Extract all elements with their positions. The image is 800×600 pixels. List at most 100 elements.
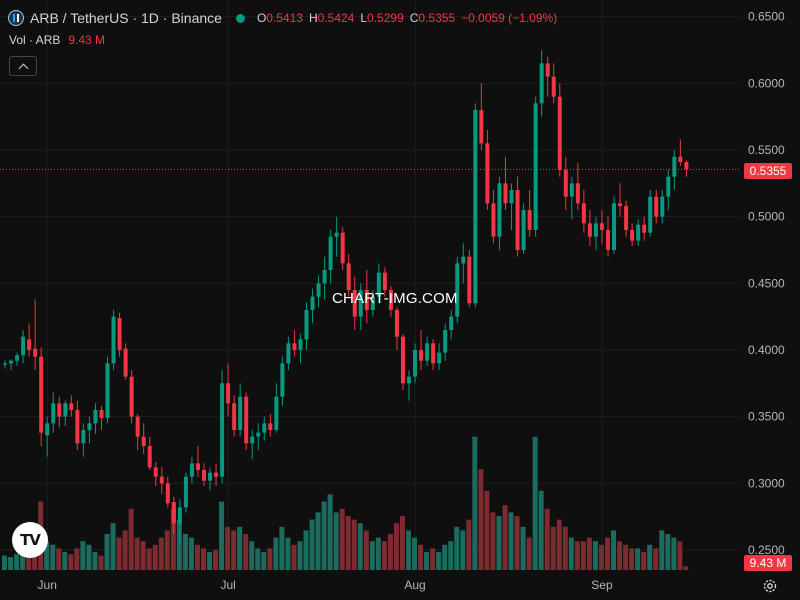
candle-body xyxy=(569,183,574,197)
candle-body xyxy=(388,290,393,310)
price-tick-label: 0.3000 xyxy=(748,476,785,490)
volume-bar xyxy=(327,494,333,570)
candle-body xyxy=(461,256,466,264)
volume-bar xyxy=(98,555,104,570)
volume-label[interactable]: Vol · ARB xyxy=(9,33,61,47)
candle-body xyxy=(105,363,110,418)
candle-body xyxy=(413,350,418,377)
volume-bar xyxy=(629,548,635,570)
candle-body xyxy=(39,356,44,433)
volume-bar xyxy=(460,530,466,570)
candle-body xyxy=(455,263,460,317)
candle-body xyxy=(370,296,375,310)
volume-bar xyxy=(110,523,116,570)
candle-body xyxy=(111,316,116,364)
ohlc-values: O0.5413 H0.5424 L0.5299 C0.5355 −0.0059 … xyxy=(257,11,557,25)
time-axis[interactable]: Jun Jul Aug Sep xyxy=(38,578,613,592)
candle-body xyxy=(400,336,405,384)
price-tick-label: 0.2500 xyxy=(748,543,785,557)
candle-body xyxy=(208,472,213,481)
volume-bar xyxy=(496,516,502,570)
candle-body xyxy=(334,232,339,237)
candle-body xyxy=(33,348,38,357)
volume-bar xyxy=(309,519,315,570)
volume-bar xyxy=(273,537,279,570)
candle-body xyxy=(654,196,659,217)
price-axis[interactable]: 0.6500 0.6000 0.5500 0.5000 0.4500 0.4000 0.35… xyxy=(748,10,785,557)
volume-bar xyxy=(665,534,671,570)
candle-body xyxy=(250,436,255,444)
collapse-legend-button[interactable] xyxy=(9,56,37,76)
candle-body xyxy=(563,170,568,197)
volume-bar xyxy=(393,523,399,570)
volume-bar xyxy=(345,516,351,570)
volume-bar xyxy=(134,537,140,570)
candle-body xyxy=(533,103,538,230)
volume-bar xyxy=(122,530,128,570)
candle-body xyxy=(27,339,32,350)
volume-bar xyxy=(659,530,665,570)
volume-bar xyxy=(194,544,200,570)
candle-body xyxy=(491,203,496,237)
candle-body xyxy=(63,403,68,417)
volume-bar xyxy=(267,548,273,570)
close-label: C xyxy=(409,11,419,25)
candle-body xyxy=(99,410,104,418)
candle-body xyxy=(479,110,484,144)
arbitrum-logo-icon xyxy=(8,10,24,26)
volume-bar xyxy=(454,526,460,570)
candle-body xyxy=(226,383,231,404)
volume-bar xyxy=(68,554,74,570)
price-tick-label: 0.4000 xyxy=(748,343,785,357)
volume-bar xyxy=(128,508,134,570)
volume-bar xyxy=(502,505,508,570)
volume-bar xyxy=(339,508,345,570)
candle-body xyxy=(177,507,182,524)
candle-body xyxy=(636,224,641,241)
volume-bar xyxy=(532,436,538,570)
candle-body xyxy=(159,476,164,484)
gear-icon[interactable] xyxy=(762,578,778,594)
close-value: 0.5355 xyxy=(418,11,456,25)
symbol-title[interactable]: ARB / TetherUS · 1D · Binance xyxy=(30,10,222,26)
volume-bar xyxy=(623,544,629,570)
volume-bar xyxy=(243,534,249,570)
candle-body xyxy=(364,290,369,310)
candle-body xyxy=(407,376,412,384)
volume-bar xyxy=(321,501,327,570)
volume-bar xyxy=(399,516,405,570)
candle-body xyxy=(45,423,50,436)
candle-body xyxy=(624,206,629,230)
candle-body xyxy=(581,203,586,224)
price-tick-label: 0.5500 xyxy=(748,143,785,157)
candle-body xyxy=(244,396,249,444)
candle-body xyxy=(666,176,671,197)
volume-bar xyxy=(484,490,490,570)
candle-body xyxy=(3,363,7,365)
volume-bar xyxy=(387,534,393,570)
volume-bar xyxy=(86,544,92,570)
volume-bar xyxy=(351,519,357,570)
candle-body xyxy=(75,410,80,444)
candle-body xyxy=(183,476,188,508)
volume-bar xyxy=(478,469,484,570)
candle-body xyxy=(485,143,490,204)
tradingview-logo-icon[interactable]: TV xyxy=(12,522,48,558)
candle-body xyxy=(147,446,152,468)
volume-bar xyxy=(104,534,110,570)
candle-body xyxy=(382,272,387,290)
volume-bar xyxy=(188,537,194,570)
volume-bar xyxy=(279,526,285,570)
volume-bar xyxy=(605,537,610,570)
candle-body xyxy=(268,423,273,430)
volume-bar xyxy=(285,537,291,570)
volume-bars xyxy=(2,436,689,570)
candle-body xyxy=(256,432,261,437)
volume-bar xyxy=(635,548,641,570)
volume-bar xyxy=(164,530,170,570)
open-label: O xyxy=(256,11,267,25)
volume-bar xyxy=(412,537,418,570)
candle-body xyxy=(93,410,98,424)
volume-bar xyxy=(80,541,86,570)
